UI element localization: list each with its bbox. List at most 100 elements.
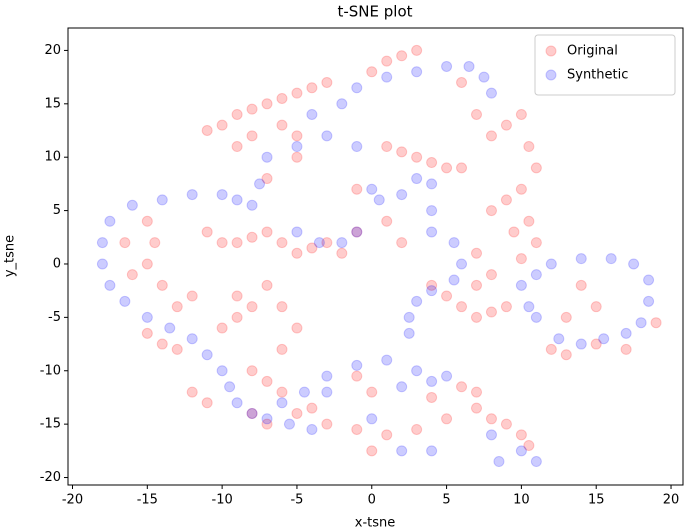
point xyxy=(396,146,408,158)
y-tick-label: -5 xyxy=(48,310,61,325)
x-tick-label: 15 xyxy=(588,493,605,508)
y-tick-label: -20 xyxy=(40,470,61,485)
point xyxy=(156,338,168,350)
point xyxy=(351,141,363,153)
point xyxy=(523,439,535,451)
point xyxy=(261,418,273,430)
point xyxy=(186,290,198,302)
point xyxy=(485,413,497,425)
point xyxy=(381,215,393,227)
point xyxy=(396,189,408,201)
point xyxy=(291,141,303,153)
point xyxy=(598,333,610,345)
point xyxy=(493,456,505,468)
point xyxy=(224,381,236,393)
y-tick-label: 10 xyxy=(44,150,61,165)
point xyxy=(471,311,483,323)
point xyxy=(515,183,527,195)
point xyxy=(254,178,266,190)
point xyxy=(426,375,438,387)
point xyxy=(231,108,243,120)
y-axis-label: y_tsne xyxy=(3,235,18,277)
point xyxy=(261,279,273,291)
point xyxy=(216,322,228,334)
point xyxy=(291,87,303,99)
x-tick-label: 10 xyxy=(513,493,530,508)
point xyxy=(545,343,557,355)
point xyxy=(620,343,632,355)
point xyxy=(119,295,131,307)
point xyxy=(261,226,273,238)
point xyxy=(381,55,393,67)
point xyxy=(590,301,602,313)
point xyxy=(321,76,333,88)
point xyxy=(411,151,423,163)
point xyxy=(336,247,348,259)
x-tick-label: -15 xyxy=(137,493,158,508)
point xyxy=(523,215,535,227)
point xyxy=(485,429,497,441)
point xyxy=(291,247,303,259)
point xyxy=(156,194,168,206)
point xyxy=(216,189,228,201)
point xyxy=(126,269,138,281)
point xyxy=(635,317,647,329)
point xyxy=(321,386,333,398)
point xyxy=(426,285,438,297)
point xyxy=(201,349,213,361)
point xyxy=(216,237,228,249)
legend-label: Synthetic xyxy=(567,68,628,83)
y-tick-label: -15 xyxy=(40,417,61,432)
point xyxy=(336,98,348,110)
point xyxy=(351,423,363,435)
point xyxy=(246,301,258,313)
point xyxy=(471,386,483,398)
y-tick-label: 20 xyxy=(44,43,61,58)
chart-title: t-SNE plot xyxy=(337,3,412,21)
y-tick-label: 5 xyxy=(53,203,61,218)
point xyxy=(164,322,176,334)
point xyxy=(485,87,497,99)
point xyxy=(441,290,453,302)
x-tick-label: 5 xyxy=(442,493,450,508)
point xyxy=(471,247,483,259)
point xyxy=(575,253,587,265)
point xyxy=(515,279,527,291)
point xyxy=(261,98,273,110)
point xyxy=(119,237,131,249)
point xyxy=(186,189,198,201)
point xyxy=(261,375,273,387)
point xyxy=(471,402,483,414)
point xyxy=(351,359,363,371)
point xyxy=(351,370,363,382)
point xyxy=(306,242,318,254)
point xyxy=(366,445,378,457)
point xyxy=(291,151,303,163)
point xyxy=(485,130,497,142)
point xyxy=(141,311,153,323)
point xyxy=(448,237,460,249)
x-axis-label: x-tsne xyxy=(355,516,396,531)
point xyxy=(575,279,587,291)
point xyxy=(306,82,318,94)
point xyxy=(231,290,243,302)
point xyxy=(396,50,408,62)
point xyxy=(298,386,310,398)
point xyxy=(321,418,333,430)
point xyxy=(313,237,325,249)
point xyxy=(456,76,468,88)
point xyxy=(306,402,318,414)
point xyxy=(448,274,460,286)
point xyxy=(620,327,632,339)
legend-label: Original xyxy=(567,44,618,59)
y-tick-label: 0 xyxy=(53,256,61,271)
point xyxy=(403,311,415,323)
point xyxy=(276,386,288,398)
point xyxy=(530,162,542,174)
point xyxy=(515,445,527,457)
point xyxy=(381,429,393,441)
point xyxy=(216,365,228,377)
point xyxy=(186,386,198,398)
